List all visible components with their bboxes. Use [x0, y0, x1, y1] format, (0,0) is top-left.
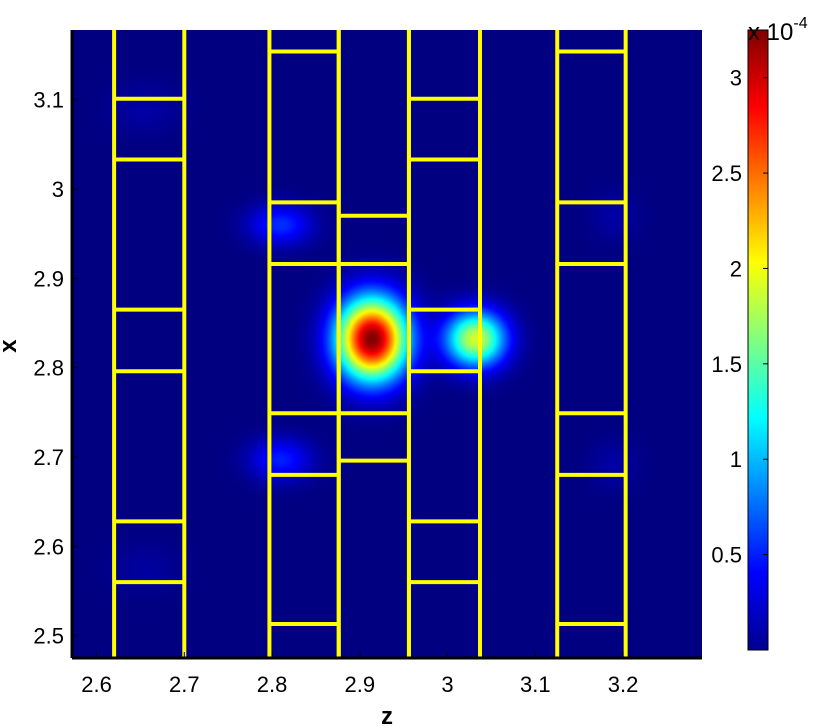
colorbar-tick-label: 1	[730, 447, 742, 472]
heatmap-image	[72, 30, 702, 658]
x-tick-label: 2.6	[81, 672, 112, 697]
y-tick-label: 2.9	[33, 266, 64, 291]
colorbar-ticks: 0.5 1 1.5 2 2.5 3	[711, 66, 768, 568]
colorbar-multiplier: x 10-4	[748, 15, 808, 46]
colorbar: 0.5 1 1.5 2 2.5 3 x 10-4	[711, 15, 808, 651]
colorbar-tick-label: 3	[730, 66, 742, 91]
overlay-grid	[112, 30, 628, 658]
colorbar-multiplier-exponent: -4	[793, 15, 807, 32]
x-tick-label: 3	[441, 672, 453, 697]
colorbar-tick-label: 0.5	[711, 543, 742, 568]
colorbar-multiplier-base: x 10	[748, 19, 793, 46]
x-tick-label: 3.2	[608, 672, 639, 697]
y-tick-label: 2.7	[33, 445, 64, 470]
y-tick-label: 2.6	[33, 534, 64, 559]
y-tick-label: 3	[52, 177, 64, 202]
colorbar-gradient	[747, 29, 769, 651]
y-tick-label: 3.1	[33, 88, 64, 113]
y-axis-label: x	[0, 339, 22, 353]
plot-area	[70, 30, 702, 660]
x-tick-label: 2.7	[169, 672, 200, 697]
x-tick-label: 2.9	[345, 672, 376, 697]
y-axis-ticks: 2.5 2.6 2.7 2.8 2.9 3 3.1	[33, 88, 78, 649]
x-tick-label: 3.1	[520, 672, 551, 697]
y-tick-label: 2.5	[33, 624, 64, 649]
x-tick-label: 2.8	[257, 672, 288, 697]
colorbar-tick-label: 2	[730, 256, 742, 281]
colorbar-tick-label: 2.5	[711, 161, 742, 186]
colorbar-tick-label: 1.5	[711, 352, 742, 377]
x-axis-label: z	[381, 703, 393, 726]
y-tick-label: 2.8	[33, 356, 64, 381]
x-axis-ticks: 2.6 2.7 2.8 2.9 3 3.1 3.2	[81, 652, 638, 697]
